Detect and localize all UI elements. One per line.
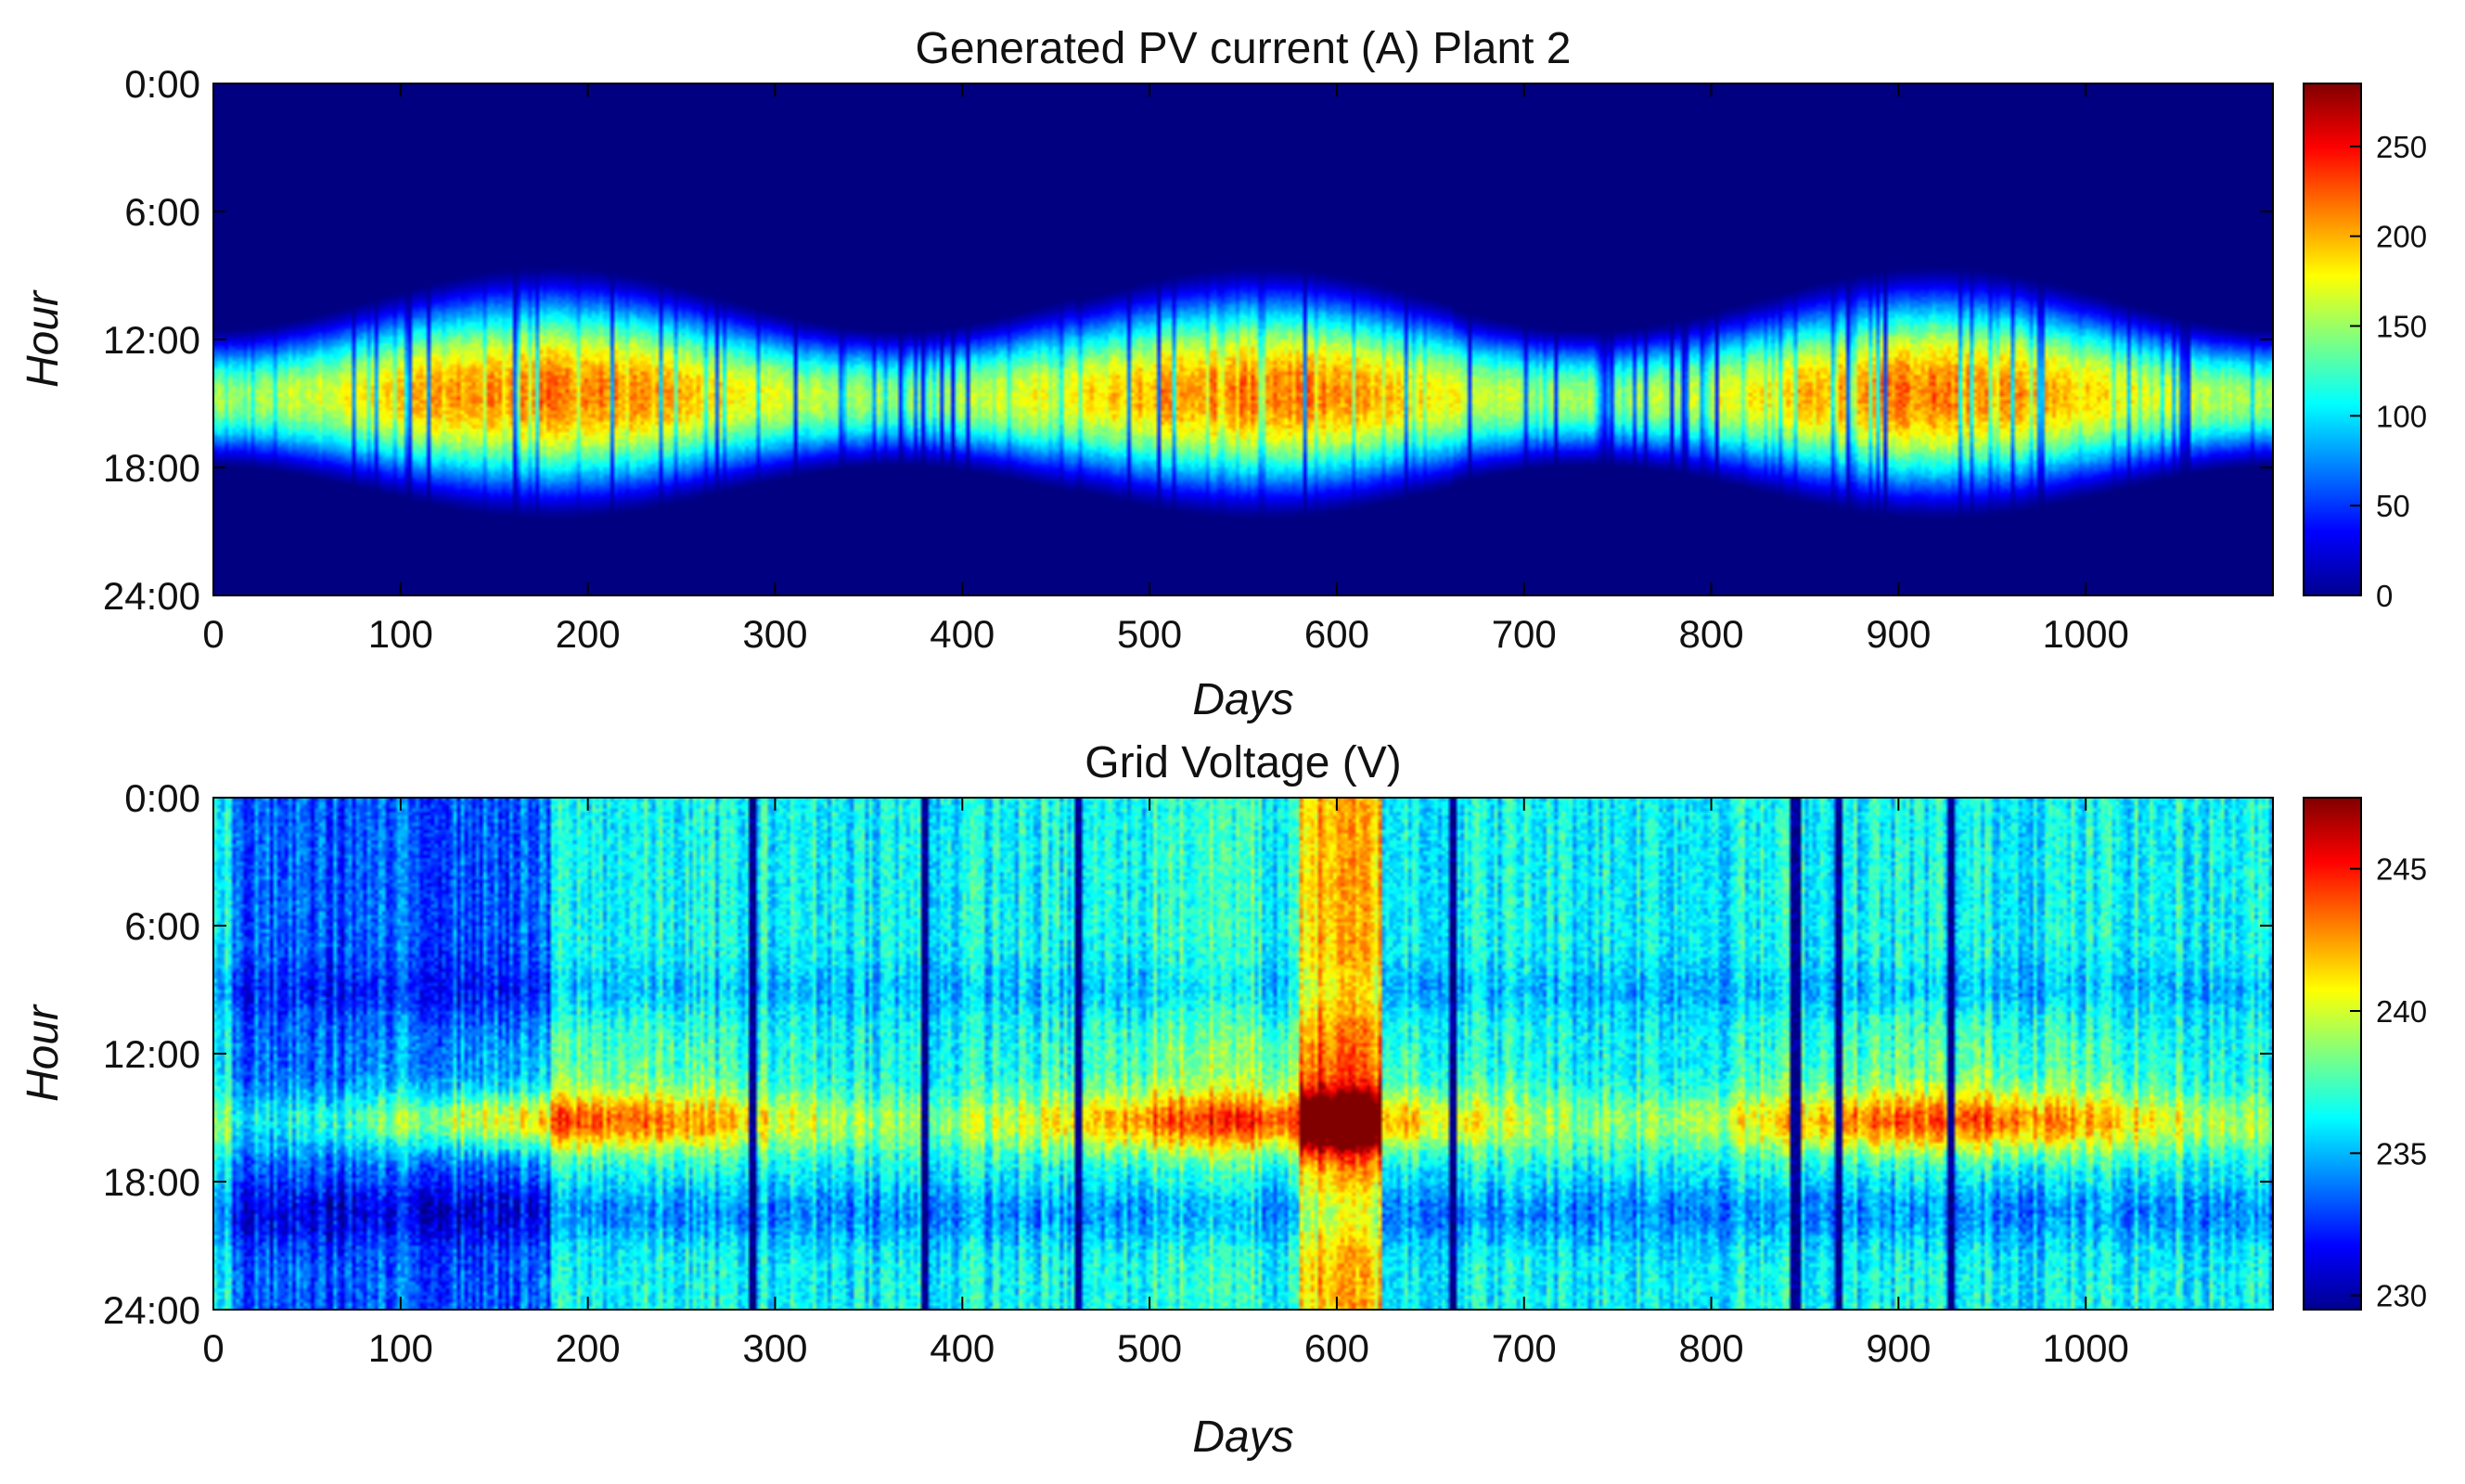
y-tick-label: 12:00 bbox=[103, 1032, 200, 1076]
colorbar-tick-label: 240 bbox=[2376, 994, 2427, 1029]
y-axis-label-voltage: Hour bbox=[19, 1004, 68, 1102]
x-ticks-pv: 0 100 200 300 400 500 600 700 800 900 1000 bbox=[202, 83, 2129, 656]
colorbar-tick-label: 245 bbox=[2376, 852, 2427, 887]
x-tick-label: 1000 bbox=[2042, 612, 2128, 656]
y-tick-label: 18:00 bbox=[103, 446, 200, 490]
panel-pv-current: Generated PV current (A) Plant 2 0 100 200… bbox=[19, 24, 2427, 724]
x-tick-label: 200 bbox=[556, 612, 621, 656]
colorbar-tick-label: 235 bbox=[2376, 1136, 2427, 1171]
x-tick-label: 200 bbox=[556, 1326, 621, 1370]
x-tick-label: 500 bbox=[1117, 612, 1182, 656]
x-tick-label: 0 bbox=[202, 612, 224, 656]
colorbar-tick-label: 50 bbox=[2376, 489, 2410, 523]
y-ticks-pv: 0:00 6:00 12:00 18:00 24:00 bbox=[103, 62, 2273, 618]
x-tick-label: 700 bbox=[1492, 612, 1557, 656]
x-tick-label: 100 bbox=[368, 1326, 433, 1370]
x-tick-label: 0 bbox=[202, 1326, 224, 1370]
heatmap-pv-current bbox=[213, 83, 2273, 595]
colorbar-pv bbox=[2303, 83, 2362, 596]
x-tick-label: 300 bbox=[742, 1326, 807, 1370]
x-tick-label: 900 bbox=[1866, 1326, 1931, 1370]
colorbar-voltage bbox=[2303, 797, 2362, 1311]
colorbar-tick-label: 230 bbox=[2376, 1279, 2427, 1313]
x-tick-label: 700 bbox=[1492, 1326, 1557, 1370]
y-tick-label: 0:00 bbox=[124, 776, 200, 820]
colorbar-tick-label: 200 bbox=[2376, 220, 2427, 254]
x-tick-label: 400 bbox=[930, 1326, 995, 1370]
colorbar-tick-label: 150 bbox=[2376, 309, 2427, 343]
heatmap-grid-voltage bbox=[213, 798, 2273, 1310]
x-tick-label: 600 bbox=[1304, 1326, 1369, 1370]
y-ticks-voltage: 0:00 6:00 12:00 18:00 24:00 bbox=[103, 776, 2273, 1332]
colorbar-tick-label: 250 bbox=[2376, 130, 2427, 164]
x-axis-label-pv: Days bbox=[1192, 675, 1293, 724]
y-tick-label: 12:00 bbox=[103, 318, 200, 362]
x-axis-label-voltage: Days bbox=[1192, 1413, 1293, 1462]
y-axis-label-pv: Hour bbox=[19, 289, 68, 388]
colorbar-tick-label: 0 bbox=[2376, 579, 2393, 613]
x-tick-label: 500 bbox=[1117, 1326, 1182, 1370]
x-tick-label: 1000 bbox=[2042, 1326, 2128, 1370]
x-tick-label: 900 bbox=[1866, 612, 1931, 656]
chart-title-pv: Generated PV current (A) Plant 2 bbox=[915, 24, 1571, 73]
y-tick-label: 6:00 bbox=[124, 904, 200, 948]
x-tick-label: 800 bbox=[1679, 1326, 1744, 1370]
x-tick-label: 300 bbox=[742, 612, 807, 656]
x-tick-label: 800 bbox=[1679, 612, 1744, 656]
y-tick-label: 6:00 bbox=[124, 190, 200, 234]
colorbar-ticks-voltage: 230 235 240 245 bbox=[2350, 852, 2427, 1313]
x-tick-label: 600 bbox=[1304, 612, 1369, 656]
panel-grid-voltage: Grid Voltage (V) 0 100 200 300 400 500 600 700 8… bbox=[19, 738, 2427, 1462]
x-tick-label: 400 bbox=[930, 612, 995, 656]
colorbar-tick-label: 100 bbox=[2376, 399, 2427, 433]
y-tick-label: 24:00 bbox=[103, 1288, 200, 1332]
y-tick-label: 18:00 bbox=[103, 1160, 200, 1204]
x-ticks-voltage: 0 100 200 300 400 500 600 700 800 900 1000 bbox=[202, 798, 2129, 1370]
y-tick-label: 0:00 bbox=[124, 62, 200, 106]
colorbar-ticks-pv: 0 50 100 150 200 250 bbox=[2350, 130, 2427, 613]
chart-title-voltage: Grid Voltage (V) bbox=[1085, 738, 1401, 787]
x-tick-label: 100 bbox=[368, 612, 433, 656]
y-tick-label: 24:00 bbox=[103, 574, 200, 618]
